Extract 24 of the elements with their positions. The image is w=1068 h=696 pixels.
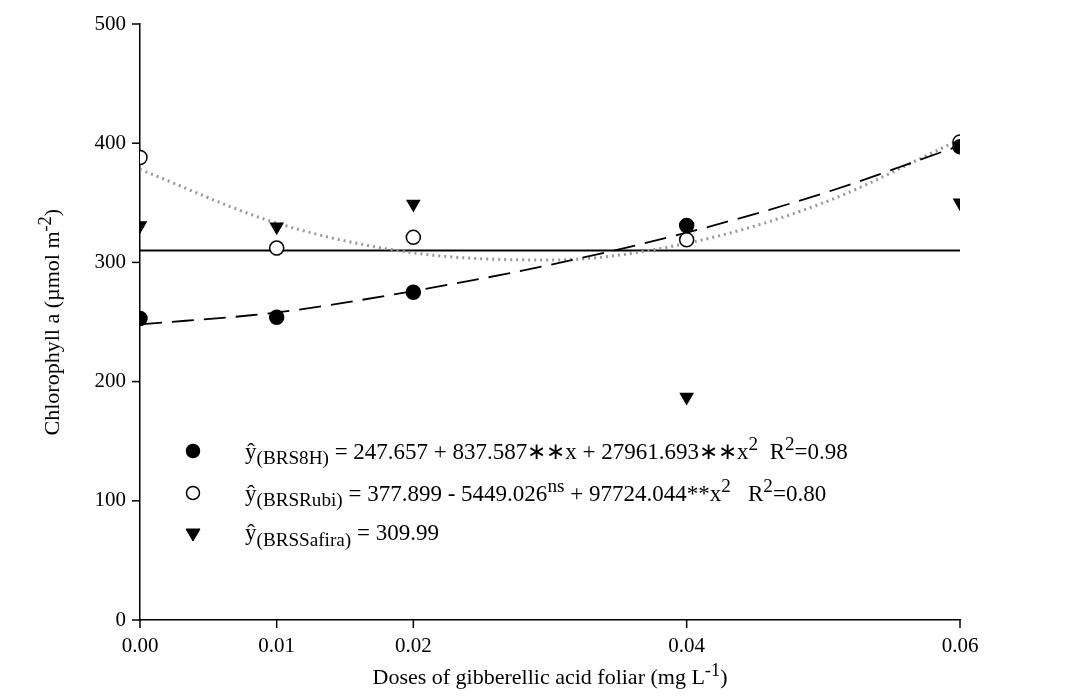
text: ŷ$_{(BRSRubi)}$ = 377.899 - 5449.026$^{ns}$ + 97724.044**x$^{2}$ R$^{2}$=0.80 <box>245 474 827 511</box>
legend-label: ŷ$_{(BRSSafira)}$ = 309.99 <box>245 519 439 551</box>
point <box>405 284 422 300</box>
x-tick-label: 0.06 <box>941 633 979 658</box>
point <box>268 240 285 256</box>
y-tick-label: 0 <box>115 606 126 631</box>
x-tick-label: 0.02 <box>394 633 432 658</box>
y-tick-label: 100 <box>94 487 126 512</box>
legend-label: ŷ$_{(BRS8H)}$ = 247.657 + 837.587∗∗x + 27961.693∗∗x$^{2}$ R$^{2}$=0.98 <box>245 432 848 470</box>
point <box>405 229 422 246</box>
point <box>679 392 694 405</box>
point <box>268 309 285 325</box>
x-tick-label: 0.01 <box>258 633 296 658</box>
point <box>406 199 421 212</box>
x-tick-label: 0.00 <box>121 633 159 658</box>
y-tick-label: 300 <box>94 248 126 273</box>
point <box>269 222 284 235</box>
y-tick-label: 400 <box>94 129 126 154</box>
y-tick-label: 500 <box>94 10 126 35</box>
point <box>678 217 695 234</box>
y-tick-label: 200 <box>94 368 126 393</box>
x-axis-title: Doses of gibberellic acid foliar (mg L$^{-1}$) <box>372 660 728 691</box>
point <box>678 232 695 248</box>
x-tick-label: 0.04 <box>668 633 706 658</box>
